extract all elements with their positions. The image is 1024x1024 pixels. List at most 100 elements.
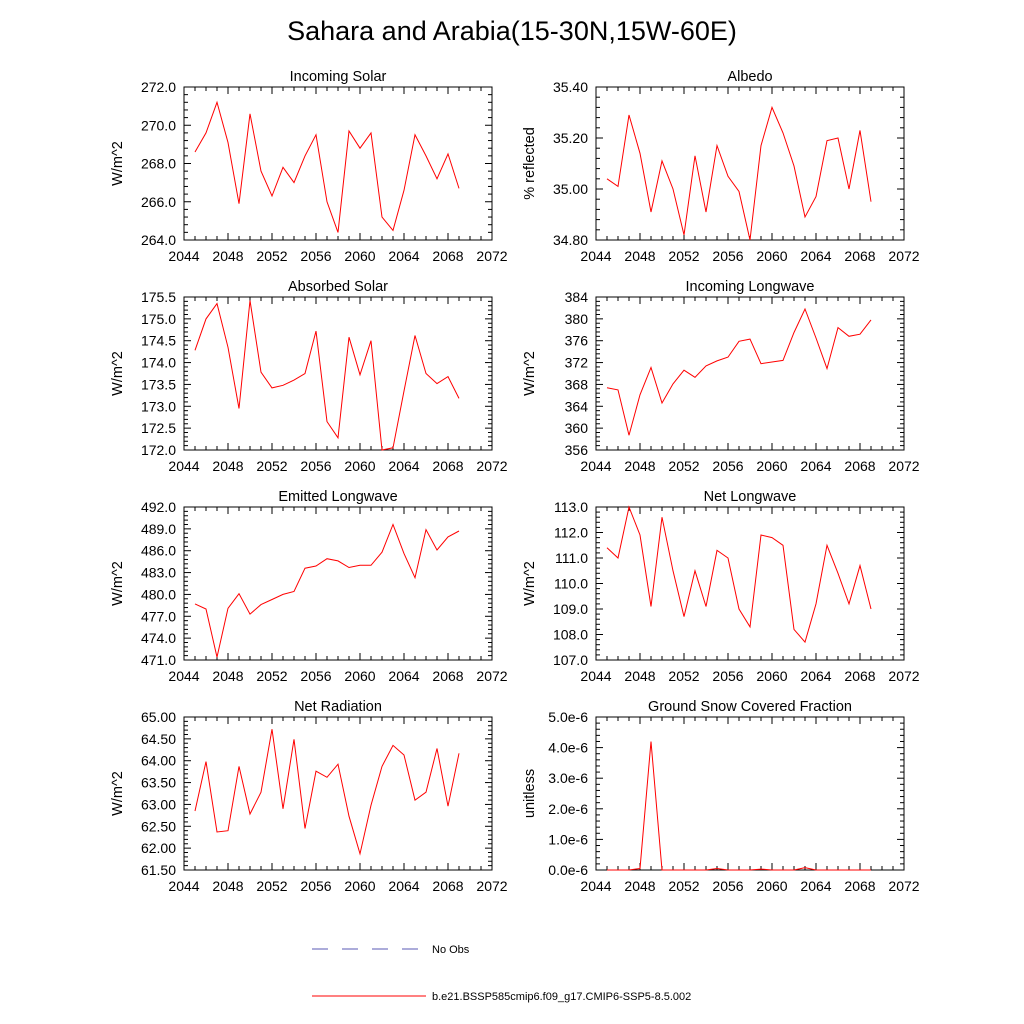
x-tick-label: 2044 [168,458,199,474]
panel-title: Ground Snow Covered Fraction [648,699,852,715]
panel-1: Albedo % reflected 2044 2048 2052 2056 2060 206… [522,69,920,264]
x-tick-label: 2056 [712,668,743,684]
x-tick-label: 2048 [624,458,655,474]
plot-frame [595,296,905,451]
x-tick-label: 2068 [432,458,463,474]
y-tick-label: 360 [565,420,589,436]
x-tick-label: 2056 [712,458,743,474]
y-tick-label: 270.0 [141,117,176,133]
panel-title: Albedo [727,69,772,85]
y-tick-label: 109.0 [553,601,588,617]
panel-title: Net Radiation [294,699,382,715]
series-line [606,105,872,241]
y-tick-label: 368 [565,376,589,392]
panel-5: Net Longwave W/m^2 2044 2048 2052 2056 2060 206… [522,489,920,684]
x-tick-label: 2056 [300,248,331,264]
y-tick-label: 61.50 [141,862,176,878]
y-axis-label: W/m^2 [110,561,126,606]
panel-2: Absorbed Solar W/m^2 2044 2048 2052 2056 2060 2… [110,279,508,474]
y-tick-label: 173.5 [141,376,176,392]
y-tick-label: 35.00 [553,181,588,197]
x-tick-label: 2052 [256,668,287,684]
x-tick-label: 2056 [300,668,331,684]
x-tick-label: 2060 [756,248,787,264]
x-tick-label: 2064 [800,248,831,264]
y-tick-label: 5.0e-6 [548,709,588,725]
y-tick-label: 474.0 [141,630,176,646]
x-tick-label: 2068 [844,248,875,264]
y-tick-label: 111.0 [555,550,588,566]
x-tick-label: 2068 [432,668,463,684]
legend: No Obs b.e21.BSSP585cmip6.f09_g17.CMIP6-… [312,944,691,1003]
panel-6: Net Radiation W/m^2 2044 2048 2052 2056 2060 20… [110,699,508,894]
legend-model-label: b.e21.BSSP585cmip6.f09_g17.CMIP6-SSP5-8.… [432,991,691,1003]
x-tick-label: 2072 [888,668,919,684]
x-tick-label: 2044 [168,668,199,684]
x-tick-label: 2060 [344,248,375,264]
x-tick-label: 2064 [388,248,419,264]
x-tick-label: 2052 [668,248,699,264]
y-tick-label: 64.50 [141,731,176,747]
y-tick-label: 364 [565,398,589,414]
y-tick-label: 62.00 [141,840,176,856]
x-tick-label: 2052 [256,248,287,264]
panel-3: Incoming Longwave W/m^2 2044 2048 2052 2056 20… [522,279,920,474]
y-tick-label: 492.0 [141,499,176,515]
y-tick-label: 110.0 [554,576,588,592]
y-tick-label: 174.0 [141,355,176,371]
x-tick-label: 2044 [168,878,199,894]
x-tick-label: 2052 [668,668,699,684]
plot-frame [595,506,905,661]
x-tick-label: 2072 [476,668,507,684]
y-tick-label: 63.00 [141,796,176,812]
y-axis-label: W/m^2 [110,141,126,186]
y-tick-label: 471.0 [141,652,176,668]
x-tick-label: 2060 [344,878,375,894]
y-tick-label: 264.0 [141,232,176,248]
x-tick-label: 2068 [844,668,875,684]
x-tick-label: 2072 [476,248,507,264]
plot-frame [183,506,493,661]
x-tick-label: 2056 [300,878,331,894]
y-tick-label: 2.0e-6 [548,801,588,817]
y-tick-label: 3.0e-6 [548,770,588,786]
y-tick-label: 172.5 [141,420,176,436]
y-tick-label: 372 [565,355,589,371]
x-tick-label: 2064 [800,458,831,474]
y-tick-label: 174.5 [141,333,176,349]
x-tick-label: 2068 [432,878,463,894]
panel-title: Net Longwave [704,489,797,505]
x-tick-label: 2072 [476,878,507,894]
x-tick-label: 2044 [580,878,611,894]
series-line [194,523,460,658]
y-tick-label: 266.0 [141,194,176,210]
y-tick-label: 272.0 [141,79,176,95]
x-tick-label: 2044 [580,458,611,474]
y-axis-label: W/m^2 [110,351,126,396]
x-tick-label: 2052 [256,458,287,474]
y-tick-label: 35.40 [553,79,588,95]
y-tick-label: 34.80 [553,232,588,248]
x-tick-label: 2068 [844,458,875,474]
x-tick-label: 2056 [300,458,331,474]
x-tick-label: 2060 [344,668,375,684]
y-tick-label: 175.0 [141,311,176,327]
x-tick-label: 2064 [800,878,831,894]
y-tick-label: 483.0 [141,565,176,581]
y-tick-label: 108.0 [553,627,588,643]
y-tick-label: 477.0 [141,608,176,624]
y-tick-label: 384 [565,289,589,305]
series-line [606,307,872,436]
x-tick-label: 2052 [256,878,287,894]
y-tick-label: 489.0 [141,521,176,537]
x-tick-label: 2068 [432,248,463,264]
x-tick-label: 2060 [756,458,787,474]
series-line [194,729,460,856]
y-tick-label: 1.0e-6 [548,831,588,847]
x-tick-label: 2044 [168,248,199,264]
y-tick-label: 172.0 [141,442,176,458]
x-tick-label: 2060 [344,458,375,474]
y-axis-label: W/m^2 [522,351,538,396]
x-tick-label: 2048 [212,248,243,264]
y-tick-label: 112.0 [554,525,588,541]
